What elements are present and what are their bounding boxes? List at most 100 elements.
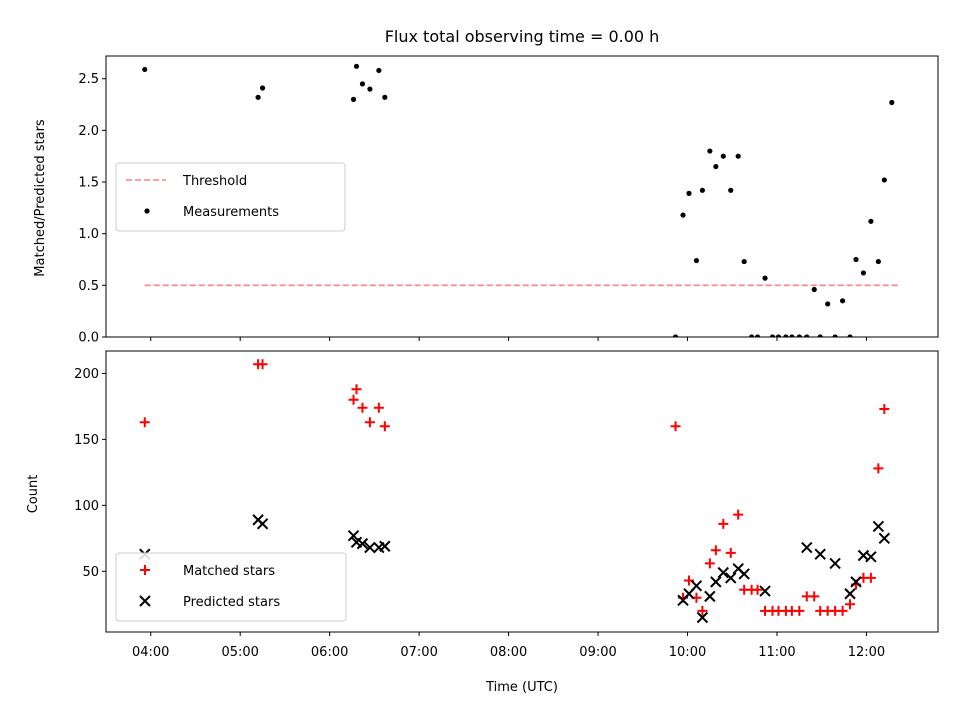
x-tick-label: 09:00 <box>579 645 616 660</box>
predicted-stars-point <box>725 572 737 584</box>
predicted-stars-point <box>759 585 771 597</box>
measurement-point <box>707 148 713 154</box>
bottom-y-tick-label: 100 <box>74 499 99 514</box>
matched-stars-point <box>357 402 368 413</box>
top-y-tick-label: 2.0 <box>78 124 99 139</box>
measurement-point <box>680 212 686 218</box>
predicted-stars-point <box>844 588 856 600</box>
bottom-y-tick-label: 200 <box>74 367 99 382</box>
top-y-tick-label: 0.0 <box>78 331 99 346</box>
predicted-stars-point <box>356 537 369 550</box>
measurement-point <box>775 334 782 337</box>
measurement-point <box>255 94 261 100</box>
x-tick-label: 07:00 <box>400 645 437 660</box>
predicted-stars-point <box>850 576 862 588</box>
top-y-tick-label: 0.5 <box>78 279 99 294</box>
bottom-axes-frame <box>105 350 939 633</box>
bottom-y-tick-label: 50 <box>82 565 99 580</box>
bottom-panel: 50 100 150 200 04:00 05:00 06:00 07:00 08:00 09:0… <box>74 350 939 660</box>
measurement-point <box>353 63 360 69</box>
predicted-stars-point <box>878 532 891 545</box>
top-data-layer <box>142 63 900 337</box>
predicted-stars-point <box>696 611 709 624</box>
matched-stars-point <box>348 394 359 405</box>
measurement-point <box>749 334 755 337</box>
x-tick-label: 04:00 <box>132 645 169 660</box>
top-axes-frame <box>105 55 939 338</box>
measurement-point <box>672 334 679 337</box>
matched-stars-point <box>670 421 681 432</box>
matched-stars-point <box>257 359 268 370</box>
bottom-y-tick-label: 150 <box>74 433 99 448</box>
matched-stars-point <box>752 584 763 595</box>
measurement-point <box>875 258 881 265</box>
matched-stars-point <box>809 591 820 602</box>
matched-stars-point <box>733 509 744 520</box>
predicted-stars-point <box>690 580 703 592</box>
predicted-stars-point <box>347 529 360 542</box>
measurement-point <box>350 96 357 102</box>
measurement-point <box>713 163 719 170</box>
matched-stars-point <box>865 572 876 583</box>
measurement-point <box>762 275 768 281</box>
x-tick-label: 11:00 <box>758 645 795 660</box>
top-y-tick-label: 1.5 <box>78 176 99 191</box>
matched-stars-point <box>139 417 150 428</box>
chart-title: Flux total observing time = 0.00 h <box>385 27 660 46</box>
bottom-data-layer <box>139 359 891 624</box>
legend-label: Matched stars <box>183 564 275 579</box>
legend-label: Measurements <box>183 205 279 220</box>
measurement-point <box>817 334 823 337</box>
bottom-y-axis-label: Count <box>26 475 41 514</box>
measurement-point <box>769 334 776 337</box>
top-y-axis-label: Matched/Predicted stars <box>33 119 48 277</box>
predicted-stars-point <box>872 520 885 533</box>
measurement-point <box>376 67 382 74</box>
matched-stars-point <box>725 547 736 558</box>
measurement-point <box>847 334 853 337</box>
predicted-stars-point <box>738 568 750 580</box>
measurement-point <box>789 334 795 337</box>
matched-stars-point <box>373 402 384 413</box>
measurement-point <box>259 85 266 91</box>
predicted-stars-point <box>829 557 841 570</box>
predicted-stars-point <box>364 541 376 554</box>
matched-stars-point <box>704 558 715 569</box>
measurement-point <box>735 153 741 159</box>
x-tick-label: 12:00 <box>848 645 885 660</box>
predicted-stars-point <box>710 576 722 588</box>
top-panel: 0.0 0.5 1.0 1.5 2.0 2.5 Threshold Measurements <box>78 55 939 346</box>
x-tick-label: 10:00 <box>669 645 706 660</box>
measurement-point <box>783 334 789 337</box>
matched-stars-point <box>697 605 708 616</box>
x-tick-label: 06:00 <box>311 645 348 660</box>
predicted-stars-point <box>865 551 877 563</box>
measurement-point <box>754 334 761 337</box>
measurement-point <box>811 286 817 293</box>
x-tick-label: 08:00 <box>490 645 527 660</box>
legend-predicted-swatch <box>139 595 151 607</box>
matched-stars-point <box>351 384 362 395</box>
measurement-point <box>868 218 874 224</box>
measurement-point <box>804 334 810 337</box>
top-legend-box <box>115 162 346 232</box>
top-y-tick-label: 2.5 <box>78 72 99 87</box>
measurement-point <box>860 270 867 276</box>
measurement-point <box>367 86 373 92</box>
measurement-point <box>359 81 366 87</box>
legend-label: Threshold <box>182 174 247 189</box>
predicted-stars-point <box>717 566 729 579</box>
measurement-point <box>382 94 388 100</box>
predicted-stars-point <box>814 548 826 560</box>
matched-stars-point <box>718 518 729 529</box>
matched-stars-point <box>364 417 375 428</box>
matched-stars-point <box>710 545 721 556</box>
measurement-point <box>720 153 726 159</box>
top-y-tick-label: 1.0 <box>78 227 99 242</box>
measurement-point <box>699 187 706 193</box>
x-tick-label: 05:00 <box>221 645 258 660</box>
legend-label: Predicted stars <box>183 595 280 610</box>
measurement-point <box>686 190 692 197</box>
predicted-stars-point <box>704 590 716 603</box>
